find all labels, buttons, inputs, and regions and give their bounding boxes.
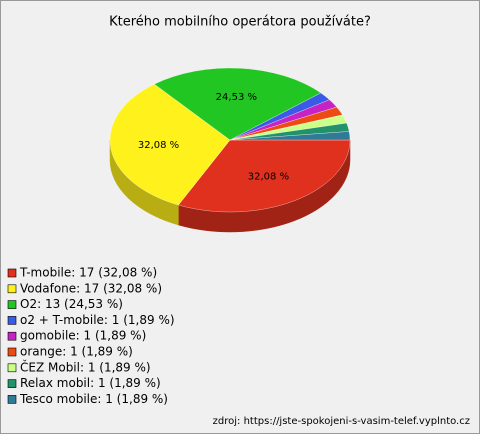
legend-swatch [7,268,17,278]
legend-swatch [7,331,17,341]
legend-label: Tesco mobile: 1 (1,89 %) [19,392,168,406]
legend-swatch [7,347,17,357]
legend-swatch [7,284,17,294]
legend-swatch [7,363,17,373]
legend-label: Relax mobil: 1 (1,89 %) [20,376,161,390]
value-label: 24,53 % [216,92,257,103]
legend-label: o2 + T-mobile: 1 (1,89 %) [20,313,175,327]
slice [109,83,231,206]
legend-swatch [7,316,17,325]
legend-swatch [7,395,17,404]
legend-swatch [7,300,17,309]
slice [154,67,322,141]
legend-label: Vodafone: 17 (32,08 %) [20,281,162,295]
legend-swatch [7,379,17,388]
source: zdroj: https://jste-spokojeni-s-vasim-te… [213,416,470,427]
legend-label: orange: 1 (1,89 %) [20,345,133,359]
legend-label: T-mobile: 17 (32,08 %) [19,266,157,280]
value-label: 32,08 % [248,172,289,183]
legend-label: O2: 13 (24,53 %) [20,297,123,311]
slice [178,139,351,213]
slice [229,131,351,141]
legend-label: ČEZ Mobil: 1 (1,89 %) [20,359,151,374]
value-label: 32,08 % [138,140,179,151]
legend-label: gomobile: 1 (1,89 %) [20,329,146,343]
chart-title: Kterého mobilního operátora používáte? [109,15,371,30]
